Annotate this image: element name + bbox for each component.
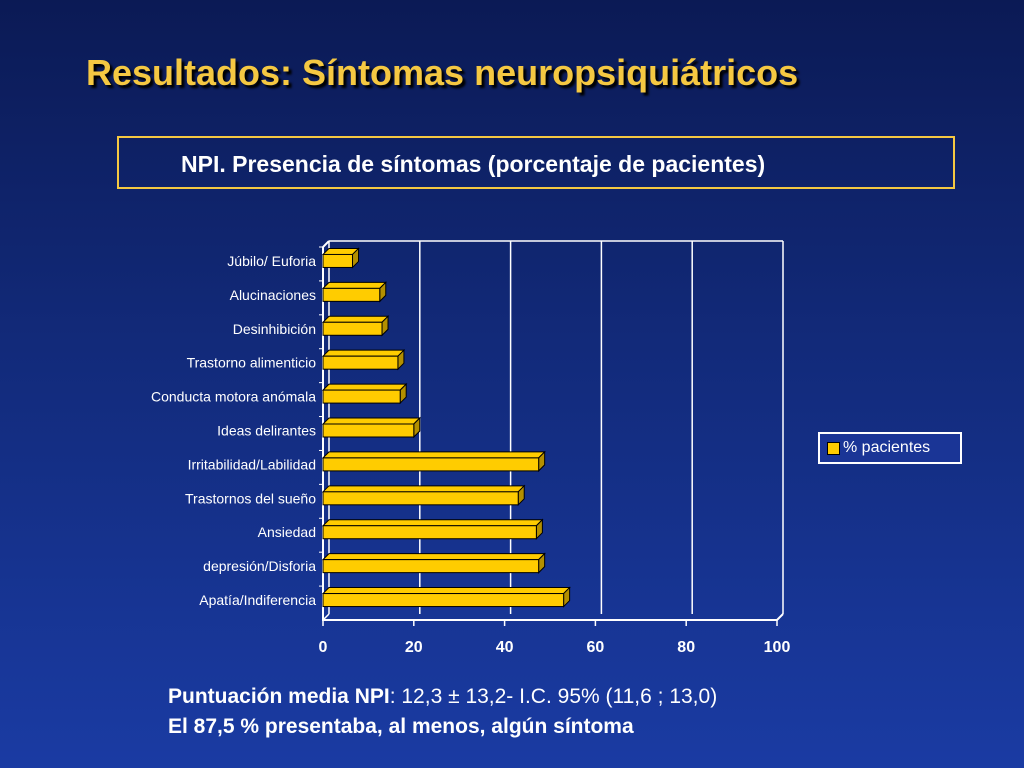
bar-top-face: [321, 519, 544, 527]
plot-frame-corner: [322, 613, 330, 621]
x-tick-label: 100: [764, 639, 791, 656]
legend-swatch: [827, 441, 840, 455]
y-category-label: Desinhibición: [233, 321, 316, 337]
bar: [322, 457, 540, 472]
slide-title: Resultados: Síntomas neuropsiquiátricos: [86, 52, 799, 93]
y-category-label: Ansiedad: [258, 524, 316, 540]
bar: [322, 253, 354, 268]
y-category-label: Trastorno alimenticio: [187, 355, 317, 371]
y-category-label: Conducta motora anómala: [151, 389, 316, 405]
footer-score-value: : 12,3 ± 13,2- I.C. 95% (11,6 ; 13,0): [389, 685, 718, 708]
bar: [322, 321, 383, 336]
y-category-label: Ideas delirantes: [217, 423, 316, 439]
footer-prevalence: El 87,5 % presentaba, al menos, algún sí…: [168, 715, 634, 738]
y-category-label: Alucinaciones: [230, 287, 316, 303]
x-tick-label: 0: [319, 639, 328, 656]
footer-line-2: El 87,5 % presentaba, al menos, algún sí…: [168, 712, 717, 742]
x-tick-label: 80: [677, 639, 695, 656]
x-tick-label: 60: [587, 639, 605, 656]
legend-label: % pacientes: [843, 439, 931, 456]
x-tick-label: 40: [496, 639, 514, 656]
bar: [322, 593, 565, 608]
bar: [322, 355, 399, 370]
bar-top-face: [321, 485, 526, 493]
bar: [322, 525, 537, 540]
bar-top-face: [321, 553, 546, 561]
bar: [322, 491, 519, 506]
y-category-label: Júbilo/ Euforia: [227, 253, 316, 269]
subtitle-box: NPI. Presencia de síntomas (porcentaje d…: [117, 136, 955, 189]
bar: [322, 423, 415, 438]
chart-legend: % pacientes: [818, 432, 962, 464]
y-category-label: Trastornos del sueño: [185, 490, 316, 506]
bar-top-face: [321, 383, 408, 391]
footer-line-1: Puntuación media NPI: 12,3 ± 13,2- I.C. …: [168, 682, 717, 712]
bar-top-face: [321, 587, 571, 595]
y-category-label: Irritabilidad/Labilidad: [188, 456, 316, 472]
bar: [322, 559, 540, 574]
bar-top-face: [321, 315, 390, 323]
footer-notes: Puntuación media NPI: 12,3 ± 13,2- I.C. …: [168, 682, 717, 742]
bar: [322, 389, 401, 404]
y-category-label: depresión/Disforia: [203, 558, 316, 574]
bar: [322, 287, 381, 302]
bar-top-face: [321, 451, 546, 459]
bar-top-face: [321, 417, 422, 425]
bar-top-face: [321, 349, 406, 357]
chart-title: NPI. Presencia de síntomas (porcentaje d…: [181, 151, 766, 177]
bar-top-face: [321, 281, 387, 289]
footer-score-label: Puntuación media NPI: [168, 685, 390, 708]
y-category-label: Apatía/Indiferencia: [199, 592, 316, 608]
x-tick-label: 20: [405, 639, 423, 656]
